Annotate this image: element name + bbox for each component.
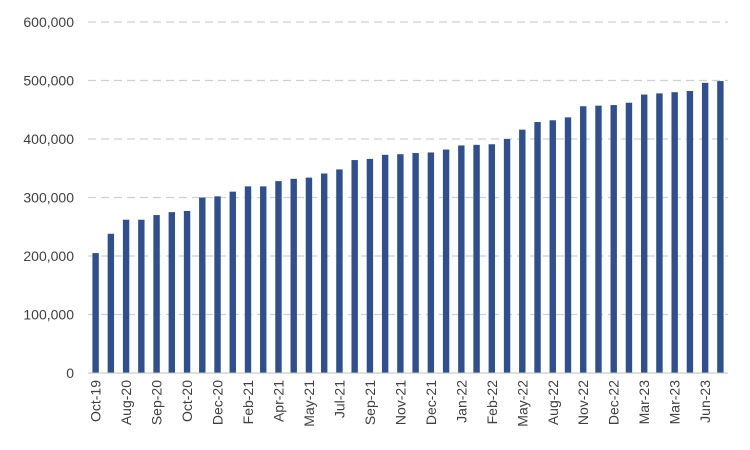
x-tick-label: Aug-22 [545, 380, 561, 425]
bar [397, 154, 404, 373]
bar [199, 197, 206, 373]
bar [549, 120, 556, 373]
bar [625, 102, 633, 373]
bar [381, 154, 389, 373]
x-tick-label: Feb-22 [484, 380, 500, 425]
x-axis-tick-labels: Oct-19 Aug-20 Sep-20 Oct-20 Dec-20 Feb-21 Apr-… [88, 380, 714, 427]
x-tick-label: Sep-21 [362, 380, 378, 425]
bar [503, 139, 511, 373]
y-tick-label: 500,000 [23, 73, 74, 89]
bar [138, 219, 145, 373]
x-tick-label: Mar-23 [667, 380, 683, 425]
x-tick-label: Apr-21 [270, 380, 286, 422]
x-tick-label: Jun-23 [697, 380, 713, 423]
bar [473, 144, 480, 373]
bar [122, 219, 130, 373]
bar [290, 178, 297, 373]
bar [153, 215, 160, 373]
bar [305, 177, 313, 373]
bar [351, 160, 358, 373]
bar [92, 253, 99, 373]
x-tick-label: Oct-20 [179, 380, 195, 422]
bars [92, 81, 724, 374]
bar [229, 191, 236, 373]
bar [717, 81, 724, 374]
bar [671, 92, 678, 373]
bar [442, 149, 450, 373]
bar [107, 233, 115, 373]
y-tick-label: 0 [66, 365, 74, 381]
bar [244, 186, 252, 373]
y-tick-label: 100,000 [23, 307, 74, 323]
bar [260, 186, 267, 373]
bar [168, 212, 176, 373]
x-tick-label: Dec-21 [423, 380, 439, 425]
bar [640, 94, 648, 373]
y-tick-label: 200,000 [23, 248, 74, 264]
x-tick-label: Jul-21 [331, 380, 347, 418]
bar [610, 105, 617, 373]
x-tick-label: Nov-22 [575, 380, 591, 425]
bar [580, 106, 587, 374]
bar [366, 158, 374, 373]
x-tick-label: Mar-23 [636, 380, 652, 425]
x-tick-label: Feb-21 [240, 380, 256, 425]
gridlines [88, 21, 728, 316]
bar [412, 153, 419, 373]
bar [427, 152, 435, 373]
x-tick-label: Nov-21 [392, 380, 408, 425]
x-tick-label: May-21 [301, 380, 317, 427]
x-tick-label: Dec-22 [606, 380, 622, 425]
bar [534, 122, 541, 373]
x-tick-label: Oct-19 [88, 380, 104, 422]
bar [275, 181, 282, 373]
x-tick-label: Jan-22 [453, 380, 469, 423]
bar [701, 82, 709, 373]
bar [656, 93, 663, 374]
bar [183, 210, 191, 373]
x-tick-label: May-22 [514, 380, 530, 427]
bar [336, 169, 343, 373]
x-tick-label: Dec-20 [210, 380, 226, 425]
x-tick-label: Aug-20 [118, 380, 134, 425]
bar [320, 173, 328, 373]
bar [214, 196, 221, 373]
bar [686, 91, 694, 373]
bar [595, 105, 602, 373]
y-tick-label: 300,000 [23, 190, 74, 206]
bar [564, 117, 572, 373]
y-tick-label: 400,000 [23, 131, 74, 147]
x-tick-label: Sep-20 [149, 380, 165, 425]
bar [519, 129, 526, 373]
y-axis-tick-labels: 0 100,000 200,000 300,000 400,000 500,000 600,… [23, 14, 74, 381]
y-tick-label: 600,000 [23, 14, 74, 30]
bar [488, 144, 496, 373]
bar [458, 145, 465, 373]
